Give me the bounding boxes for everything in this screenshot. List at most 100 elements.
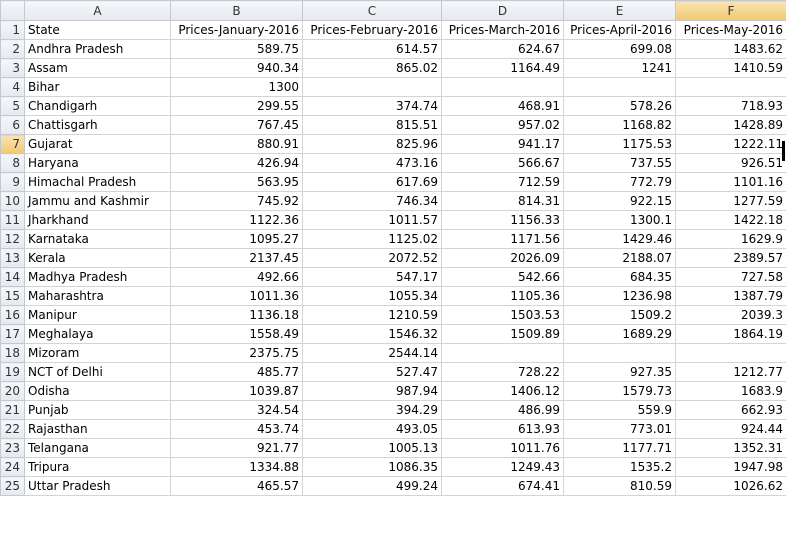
price-cell[interactable]: 1175.53 [563, 134, 676, 154]
state-cell[interactable]: Gujarat [24, 134, 171, 154]
state-cell[interactable]: Himachal Pradesh [24, 172, 171, 192]
price-cell[interactable]: 1168.82 [563, 115, 676, 135]
price-cell[interactable]: 1026.62 [675, 476, 786, 496]
price-cell[interactable]: 566.67 [441, 153, 564, 173]
price-cell[interactable]: 922.15 [563, 191, 676, 211]
header-cell[interactable]: Prices-May-2016 [675, 20, 786, 40]
price-cell[interactable]: 1406.12 [441, 381, 564, 401]
price-cell[interactable]: 1947.98 [675, 457, 786, 477]
price-cell[interactable]: 773.01 [563, 419, 676, 439]
price-cell[interactable]: 1212.77 [675, 362, 786, 382]
price-cell[interactable]: 614.57 [302, 39, 442, 59]
price-cell[interactable]: 1535.2 [563, 457, 676, 477]
state-cell[interactable]: Odisha [24, 381, 171, 401]
row-header[interactable]: 7 [0, 134, 25, 154]
price-cell[interactable]: 1277.59 [675, 191, 786, 211]
select-all-corner[interactable] [0, 0, 25, 21]
price-cell[interactable]: 493.05 [302, 419, 442, 439]
price-cell[interactable]: 453.74 [170, 419, 303, 439]
price-cell[interactable]: 2389.57 [675, 248, 786, 268]
price-cell[interactable]: 1689.29 [563, 324, 676, 344]
price-cell[interactable]: 1101.16 [675, 172, 786, 192]
price-cell[interactable]: 1122.36 [170, 210, 303, 230]
state-cell[interactable]: Chandigarh [24, 96, 171, 116]
price-cell[interactable]: 718.93 [675, 96, 786, 116]
row-header[interactable]: 5 [0, 96, 25, 116]
row-header[interactable]: 21 [0, 400, 25, 420]
price-cell[interactable]: 2375.75 [170, 343, 303, 363]
price-cell[interactable]: 1105.36 [441, 286, 564, 306]
price-cell[interactable]: 1241 [563, 58, 676, 78]
price-cell[interactable]: 492.66 [170, 267, 303, 287]
price-cell[interactable] [675, 343, 786, 363]
price-cell[interactable]: 1410.59 [675, 58, 786, 78]
state-cell[interactable]: Jammu and Kashmir [24, 191, 171, 211]
state-cell[interactable]: Andhra Pradesh [24, 39, 171, 59]
header-cell[interactable]: Prices-March-2016 [441, 20, 564, 40]
state-cell[interactable]: Telangana [24, 438, 171, 458]
price-cell[interactable]: 559.9 [563, 400, 676, 420]
row-header[interactable]: 6 [0, 115, 25, 135]
price-cell[interactable]: 624.67 [441, 39, 564, 59]
row-header[interactable]: 13 [0, 248, 25, 268]
price-cell[interactable]: 394.29 [302, 400, 442, 420]
row-header[interactable]: 3 [0, 58, 25, 78]
price-cell[interactable]: 1222.11 [675, 134, 786, 154]
state-cell[interactable]: Maharashtra [24, 286, 171, 306]
price-cell[interactable]: 374.74 [302, 96, 442, 116]
row-header[interactable]: 25 [0, 476, 25, 496]
price-cell[interactable]: 662.93 [675, 400, 786, 420]
price-cell[interactable]: 814.31 [441, 191, 564, 211]
price-cell[interactable]: 825.96 [302, 134, 442, 154]
price-cell[interactable]: 2544.14 [302, 343, 442, 363]
state-cell[interactable]: Punjab [24, 400, 171, 420]
state-cell[interactable]: NCT of Delhi [24, 362, 171, 382]
price-cell[interactable]: 957.02 [441, 115, 564, 135]
column-header-b[interactable]: B [170, 0, 303, 21]
column-header-a[interactable]: A [24, 0, 171, 21]
column-header-c[interactable]: C [302, 0, 442, 21]
price-cell[interactable]: 1011.57 [302, 210, 442, 230]
state-cell[interactable]: Haryana [24, 153, 171, 173]
state-cell[interactable]: Uttar Pradesh [24, 476, 171, 496]
price-cell[interactable]: 473.16 [302, 153, 442, 173]
price-cell[interactable]: 1125.02 [302, 229, 442, 249]
price-cell[interactable]: 613.93 [441, 419, 564, 439]
state-cell[interactable]: Assam [24, 58, 171, 78]
price-cell[interactable]: 1156.33 [441, 210, 564, 230]
price-cell[interactable]: 499.24 [302, 476, 442, 496]
price-cell[interactable]: 745.92 [170, 191, 303, 211]
price-cell[interactable]: 746.34 [302, 191, 442, 211]
price-cell[interactable]: 2137.45 [170, 248, 303, 268]
price-cell[interactable]: 1300 [170, 77, 303, 97]
state-cell[interactable]: Kerala [24, 248, 171, 268]
price-cell[interactable]: 1546.32 [302, 324, 442, 344]
price-cell[interactable] [675, 77, 786, 97]
price-cell[interactable]: 1558.49 [170, 324, 303, 344]
price-cell[interactable]: 485.77 [170, 362, 303, 382]
price-cell[interactable]: 1005.13 [302, 438, 442, 458]
price-cell[interactable]: 1579.73 [563, 381, 676, 401]
price-cell[interactable]: 2026.09 [441, 248, 564, 268]
state-cell[interactable]: Chattisgarh [24, 115, 171, 135]
price-cell[interactable]: 767.45 [170, 115, 303, 135]
price-cell[interactable]: 727.58 [675, 267, 786, 287]
price-cell[interactable]: 684.35 [563, 267, 676, 287]
price-cell[interactable]: 772.79 [563, 172, 676, 192]
header-cell[interactable]: Prices-January-2016 [170, 20, 303, 40]
price-cell[interactable] [302, 77, 442, 97]
price-cell[interactable]: 1055.34 [302, 286, 442, 306]
price-cell[interactable]: 674.41 [441, 476, 564, 496]
price-cell[interactable]: 1864.19 [675, 324, 786, 344]
state-cell[interactable]: Mizoram [24, 343, 171, 363]
price-cell[interactable]: 815.51 [302, 115, 442, 135]
price-cell[interactable]: 699.08 [563, 39, 676, 59]
price-cell[interactable]: 1387.79 [675, 286, 786, 306]
price-cell[interactable]: 712.59 [441, 172, 564, 192]
price-cell[interactable]: 1164.49 [441, 58, 564, 78]
price-cell[interactable]: 940.34 [170, 58, 303, 78]
row-header[interactable]: 16 [0, 305, 25, 325]
price-cell[interactable]: 299.55 [170, 96, 303, 116]
price-cell[interactable]: 1509.2 [563, 305, 676, 325]
